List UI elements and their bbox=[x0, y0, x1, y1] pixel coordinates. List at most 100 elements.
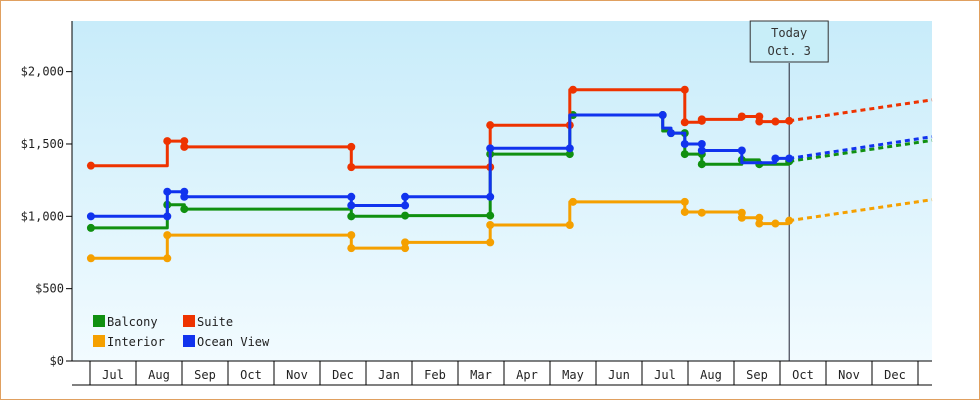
data-point[interactable] bbox=[565, 221, 574, 229]
data-point[interactable] bbox=[486, 211, 495, 220]
data-point[interactable] bbox=[486, 221, 495, 229]
series-group bbox=[86, 85, 933, 263]
data-point[interactable] bbox=[486, 144, 495, 153]
month-label: May bbox=[562, 368, 584, 382]
legend-item-suite: Suite bbox=[183, 315, 233, 329]
data-point[interactable] bbox=[697, 139, 706, 148]
data-point[interactable] bbox=[163, 212, 172, 221]
data-point[interactable] bbox=[771, 117, 780, 126]
data-point[interactable] bbox=[163, 137, 172, 146]
legend-swatch bbox=[93, 335, 105, 347]
data-point[interactable] bbox=[486, 121, 495, 130]
month-label: Oct bbox=[240, 368, 262, 382]
data-point[interactable] bbox=[86, 254, 95, 263]
data-point[interactable] bbox=[755, 213, 764, 222]
data-point[interactable] bbox=[697, 208, 706, 217]
month-label: Jul bbox=[102, 368, 124, 382]
data-point[interactable] bbox=[86, 212, 95, 221]
data-point[interactable] bbox=[771, 219, 780, 228]
data-point[interactable] bbox=[680, 85, 689, 94]
data-point[interactable] bbox=[347, 244, 356, 253]
month-label: Aug bbox=[148, 368, 170, 382]
month-label: Nov bbox=[286, 368, 308, 382]
projection-line-suite bbox=[788, 98, 933, 123]
data-point[interactable] bbox=[163, 254, 172, 263]
data-point[interactable] bbox=[347, 201, 356, 210]
data-point[interactable] bbox=[486, 238, 495, 247]
y-tick-label: $1,500 bbox=[21, 137, 64, 151]
month-label: Mar bbox=[470, 368, 492, 382]
data-point[interactable] bbox=[401, 238, 410, 247]
legend-item-ocean-view: Ocean View bbox=[183, 335, 270, 349]
data-point[interactable] bbox=[680, 118, 689, 127]
data-point[interactable] bbox=[658, 111, 667, 120]
legend-item-balcony: Balcony bbox=[93, 315, 158, 329]
data-point[interactable] bbox=[401, 192, 410, 201]
data-point[interactable] bbox=[737, 213, 746, 222]
data-point[interactable] bbox=[347, 231, 356, 240]
data-point[interactable] bbox=[565, 144, 574, 153]
data-point[interactable] bbox=[569, 85, 577, 94]
data-point[interactable] bbox=[180, 142, 189, 151]
data-point[interactable] bbox=[666, 129, 675, 138]
month-label: Jan bbox=[378, 368, 400, 382]
data-point[interactable] bbox=[401, 211, 410, 220]
data-point[interactable] bbox=[347, 212, 356, 221]
data-point[interactable] bbox=[785, 216, 794, 225]
data-point[interactable] bbox=[755, 117, 764, 126]
data-point[interactable] bbox=[680, 139, 689, 148]
data-point[interactable] bbox=[697, 160, 706, 169]
y-axis: $0 $500 $1,000 $1,500 $2,000 bbox=[21, 21, 73, 368]
month-label: Aug bbox=[700, 368, 722, 382]
y-tick-label: $1,000 bbox=[21, 209, 64, 223]
month-label: Nov bbox=[838, 368, 860, 382]
data-point[interactable] bbox=[737, 146, 746, 155]
data-point[interactable] bbox=[347, 163, 356, 172]
data-point[interactable] bbox=[86, 161, 95, 170]
data-point[interactable] bbox=[180, 137, 189, 146]
data-point[interactable] bbox=[401, 201, 410, 210]
data-point[interactable] bbox=[785, 154, 794, 163]
data-point[interactable] bbox=[680, 197, 689, 206]
data-point[interactable] bbox=[180, 192, 189, 201]
data-point[interactable] bbox=[86, 223, 95, 232]
legend-label: Ocean View bbox=[197, 335, 270, 349]
data-point[interactable] bbox=[401, 244, 410, 253]
data-point[interactable] bbox=[163, 187, 172, 196]
x-axis: Jul Aug Sep Oct Nov Dec Jan Feb Mar Apr May Jun Jul A… bbox=[72, 360, 932, 386]
data-point[interactable] bbox=[569, 197, 577, 206]
data-point[interactable] bbox=[680, 150, 689, 159]
legend-item-interior: Interior bbox=[93, 335, 165, 349]
legend-swatch bbox=[183, 315, 195, 327]
data-point[interactable] bbox=[771, 154, 780, 163]
month-label: Feb bbox=[424, 368, 446, 382]
series-line-ocean-view bbox=[90, 113, 790, 218]
today-date: Oct. 3 bbox=[768, 44, 811, 58]
today-label: Today bbox=[771, 26, 807, 40]
month-label: Dec bbox=[332, 368, 354, 382]
legend-swatch bbox=[93, 315, 105, 327]
data-point[interactable] bbox=[697, 146, 706, 155]
projection-line-balcony bbox=[788, 138, 933, 163]
data-point[interactable] bbox=[737, 112, 746, 121]
data-point[interactable] bbox=[785, 116, 794, 125]
projection-line-ocean-view bbox=[788, 135, 933, 160]
data-point[interactable] bbox=[697, 115, 706, 124]
today-box bbox=[749, 20, 829, 63]
data-point[interactable] bbox=[180, 205, 189, 214]
data-point[interactable] bbox=[163, 231, 172, 240]
legend-label: Suite bbox=[197, 315, 233, 329]
data-point[interactable] bbox=[565, 150, 574, 159]
series-interior bbox=[86, 197, 933, 263]
data-point[interactable] bbox=[347, 192, 356, 201]
legend-label: Balcony bbox=[107, 315, 158, 329]
series-suite bbox=[86, 85, 933, 172]
data-point[interactable] bbox=[755, 219, 764, 228]
legend: Balcony Suite Interior Ocean View bbox=[93, 315, 270, 349]
legend-label: Interior bbox=[107, 335, 165, 349]
data-point[interactable] bbox=[347, 142, 356, 151]
data-point[interactable] bbox=[486, 192, 495, 201]
data-point[interactable] bbox=[680, 207, 689, 216]
